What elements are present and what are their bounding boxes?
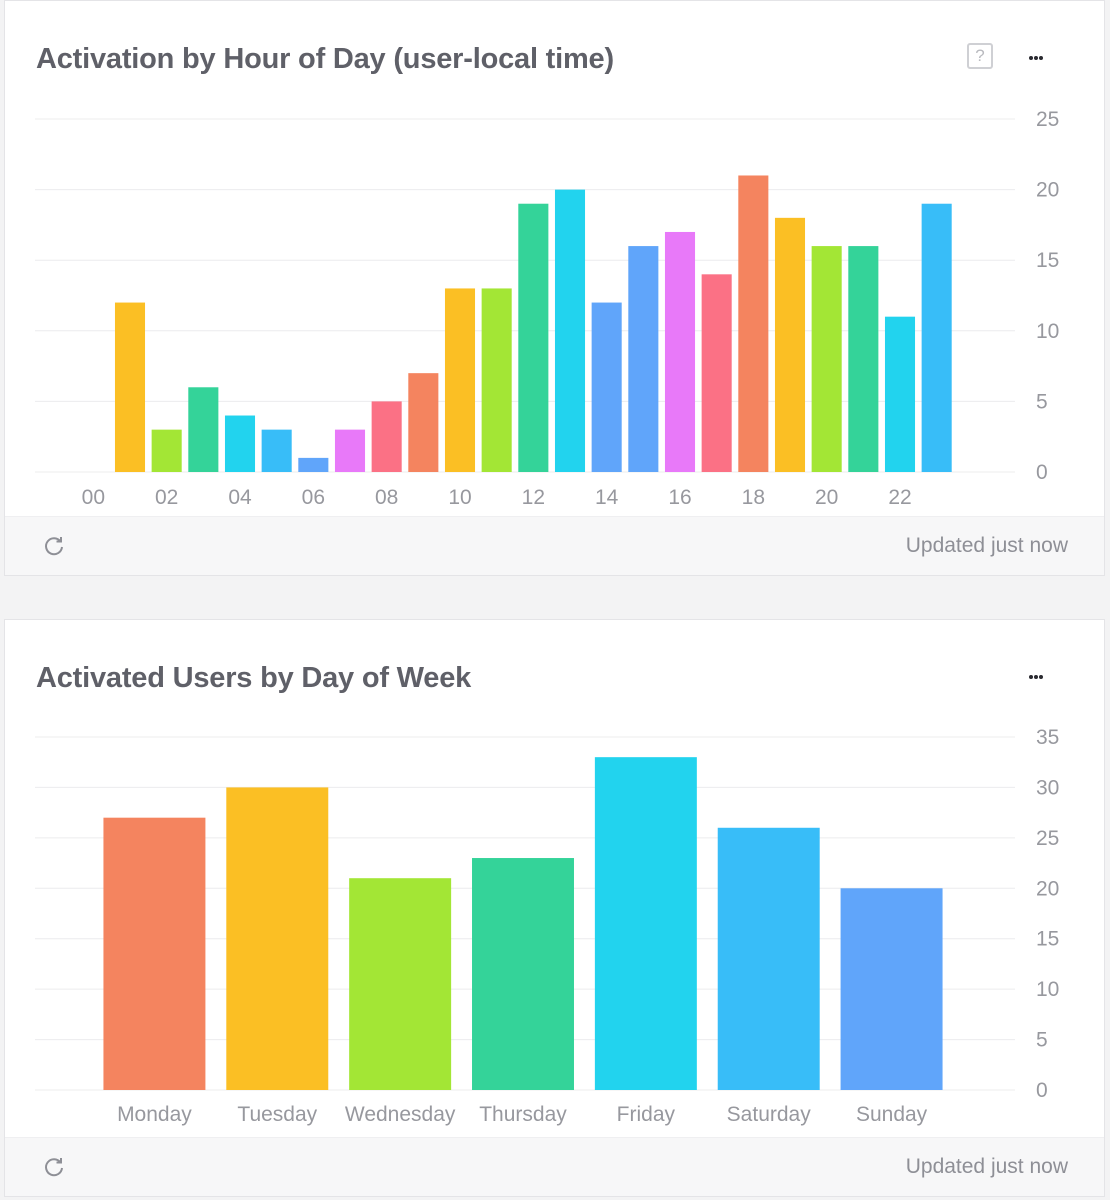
bar-01[interactable] [114,302,146,472]
y-tick-label: 10 [1036,978,1059,1001]
bar-11[interactable] [481,288,512,472]
x-tick-label: Wednesday [345,1103,456,1126]
y-tick-label: 5 [1036,1029,1048,1052]
updated-status: Updated just now [905,1155,1068,1178]
x-tick-label: 04 [228,486,252,509]
x-tick-label: Saturday [727,1103,812,1126]
x-tick-label: 12 [522,486,545,509]
bar-22[interactable] [884,316,916,472]
bar-17[interactable] [701,274,732,472]
bar-02[interactable] [151,429,182,472]
card-title: Activation by Hour of Day (user-local ti… [36,43,614,75]
bar-04[interactable] [224,415,256,472]
x-tick-label: 10 [448,486,471,509]
bar-Wednesday[interactable] [349,878,452,1090]
bar-08[interactable] [371,401,402,472]
x-tick-label: 22 [888,486,911,509]
bar-05[interactable] [261,429,292,472]
bar-Thursday[interactable] [472,858,574,1090]
x-tick-label: 16 [668,486,691,509]
y-tick-label: 20 [1036,877,1059,900]
bar-15[interactable] [628,246,659,472]
y-tick-label: 30 [1036,776,1059,799]
bar-20[interactable] [811,246,842,472]
x-tick-label: 00 [82,486,105,509]
activated-users-by-day-chart: 0 5 10 15 20 25 30 35 Monday Tuesday Wednesday Thur… [35,726,1059,1126]
bar-Tuesday[interactable] [226,787,329,1090]
x-tick-label: Friday [617,1103,676,1126]
bar-18[interactable] [738,175,769,473]
x-tick-label: Monday [117,1103,192,1126]
y-tick-label: 0 [1036,1079,1048,1102]
more-options-icon[interactable] [1021,664,1051,688]
bar-10[interactable] [444,288,476,472]
bar-12[interactable] [518,203,549,472]
x-tick-label: 20 [815,486,838,509]
x-tick-label: Thursday [479,1103,567,1126]
x-tick-label: Sunday [856,1103,928,1126]
bar-09[interactable] [408,373,439,472]
bar-Saturday[interactable] [717,827,820,1090]
x-tick-label: 02 [155,486,178,509]
x-tick-label: 06 [302,486,325,509]
more-options-icon[interactable] [1021,45,1051,69]
bar-03[interactable] [188,387,219,472]
bar-06[interactable] [298,457,329,472]
bar-21[interactable] [848,246,879,472]
card-title: Activated Users by Day of Week [36,662,472,694]
updated-status: Updated just now [905,534,1068,557]
x-tick-label: 14 [595,486,619,509]
refresh-icon[interactable] [41,533,67,559]
y-tick-label: 15 [1036,928,1059,951]
x-tick-label: 08 [375,486,398,509]
bar-16[interactable] [664,231,696,472]
bar-Monday[interactable] [103,817,206,1090]
card-footer: Updated just now [5,1137,1104,1196]
activated-users-by-day-card: 0 5 10 15 20 25 30 35 Monday Tuesday Wednesday Thur… [4,619,1105,1197]
bar-19[interactable] [774,217,806,472]
y-tick-label: 10 [1036,320,1059,343]
activation-by-hour-card: 0 5 10 15 20 25 00 02 04 06 08 10 12 14 16 18 20 22 Activ… [4,0,1105,576]
help-icon[interactable]: ? [967,43,993,69]
bar-Sunday[interactable] [840,888,943,1090]
y-tick-label: 25 [1036,108,1059,131]
bar-07[interactable] [334,429,366,472]
bar-23[interactable] [921,203,952,472]
bar-13[interactable] [554,189,586,472]
y-tick-label: 20 [1036,179,1059,202]
bar-Friday[interactable] [594,757,697,1090]
y-tick-label: 25 [1036,827,1059,850]
x-tick-label: 18 [742,486,765,509]
y-tick-label: 5 [1036,390,1048,413]
activation-by-hour-chart: 0 5 10 15 20 25 00 02 04 06 08 10 12 14 16 18 20 22 [35,108,1059,509]
y-tick-label: 15 [1036,249,1059,272]
y-tick-label: 35 [1036,726,1059,749]
refresh-icon[interactable] [41,1154,67,1180]
y-tick-label: 0 [1036,461,1048,484]
x-tick-label: Tuesday [237,1103,317,1126]
bar-14[interactable] [591,302,622,472]
card-footer: Updated just now [5,516,1104,575]
